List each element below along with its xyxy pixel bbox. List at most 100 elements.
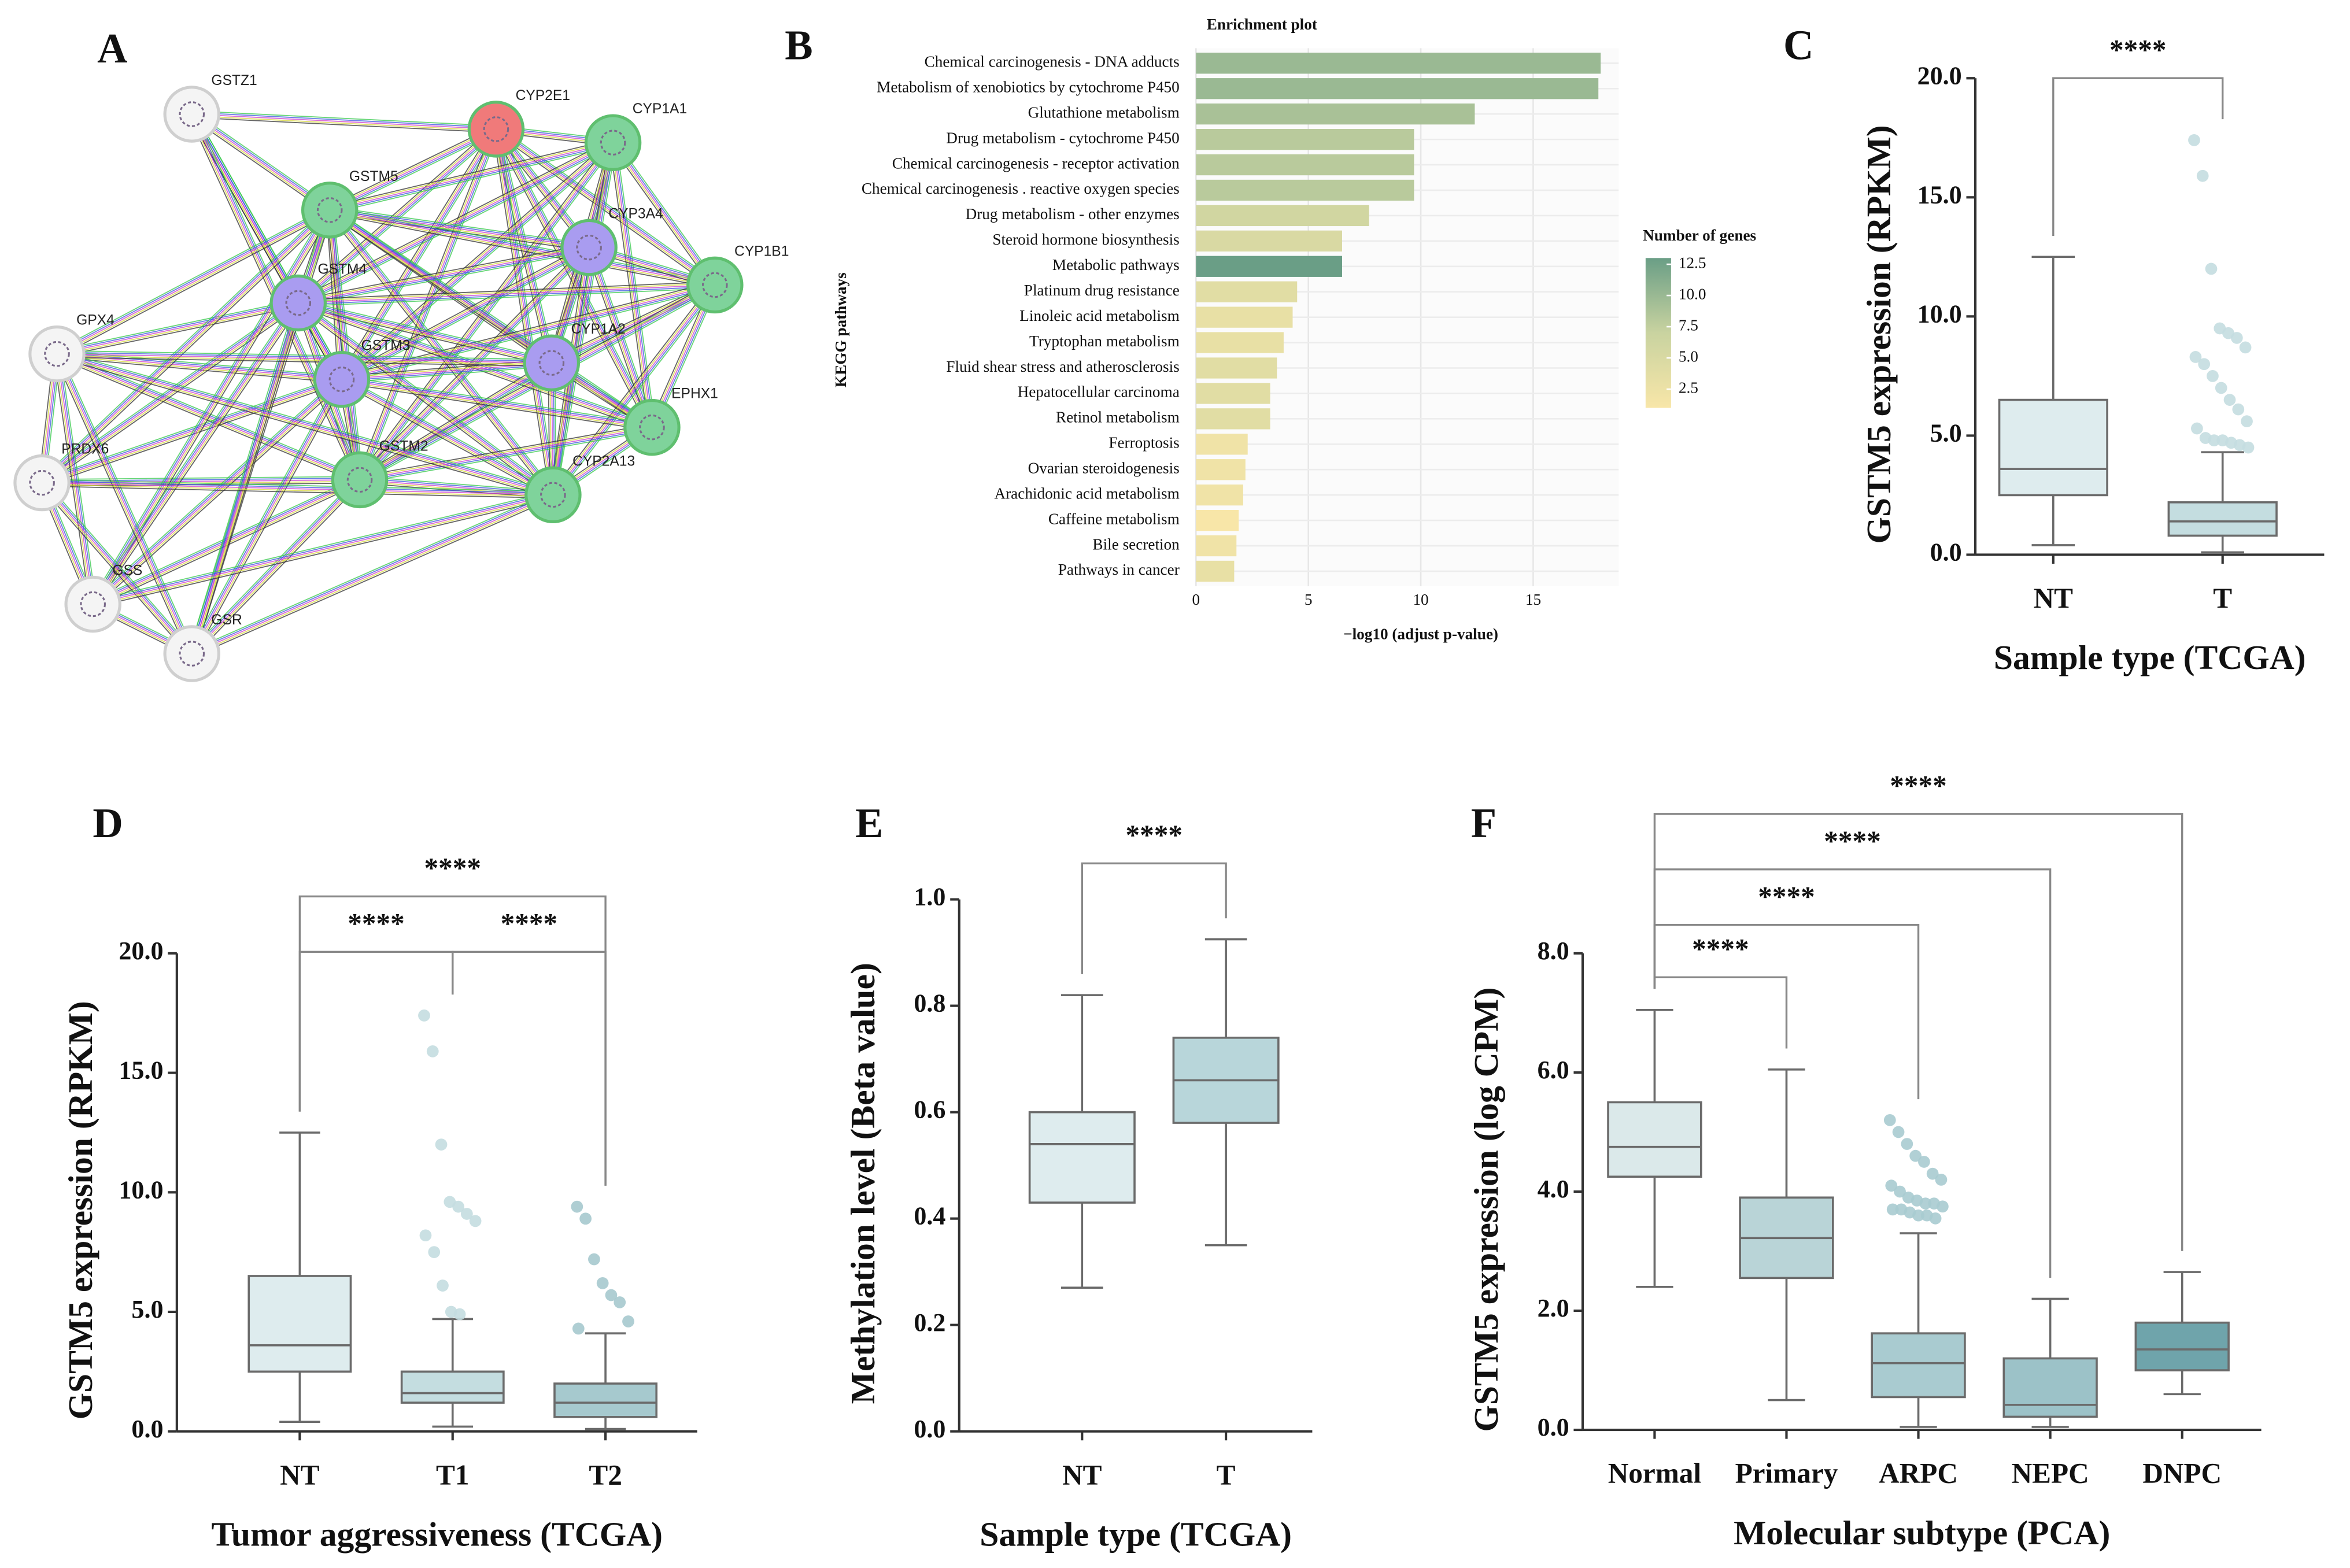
x-tick-label: T2 (589, 1459, 622, 1491)
node-label: CYP2E1 (516, 88, 570, 103)
network-edge (341, 380, 553, 497)
y-tick-label: Linoleic acid metabolism (1019, 307, 1179, 324)
network-edge (496, 129, 554, 495)
network-edge (190, 478, 359, 653)
outlier (1919, 1197, 1932, 1210)
network-edge (298, 286, 715, 305)
network-node (560, 219, 618, 276)
bar (1196, 128, 1414, 150)
chart-title: Enrichment plot (1207, 16, 1317, 33)
significance-label: **** (501, 908, 557, 940)
network-edge (40, 375, 341, 480)
network-node (28, 325, 86, 383)
network-edge (328, 125, 495, 208)
network-edge (298, 283, 715, 302)
outlier (1912, 1209, 1924, 1222)
outlier (571, 1200, 583, 1213)
outlier (1918, 1156, 1930, 1168)
panel-label: B (785, 22, 812, 69)
y-axis-label: GSTM5 expression (RPKM) (61, 1001, 99, 1419)
network-edge (497, 127, 716, 284)
network-edge (341, 382, 652, 431)
protein-structure (639, 414, 665, 441)
network-edge (194, 304, 302, 655)
network-edge (555, 286, 718, 497)
network-edge (42, 482, 553, 495)
network-edge (298, 302, 553, 495)
outlier (2241, 415, 2253, 428)
outlier (1901, 1138, 1913, 1150)
network-edge (193, 497, 555, 657)
y-tick-label: 0.4 (914, 1202, 945, 1230)
network-edge (329, 142, 614, 211)
node-label: GSTM5 (349, 169, 398, 184)
network-edge (92, 491, 553, 602)
protein-structure (80, 591, 106, 617)
bar (1196, 179, 1414, 201)
network-edge (41, 482, 193, 654)
network-edge (341, 247, 590, 380)
network-edge (57, 352, 554, 494)
y-tick-label: 8.0 (1538, 937, 1569, 965)
network-edge (41, 377, 342, 482)
network-edge (56, 208, 330, 353)
network-edge (341, 379, 553, 495)
outlier (469, 1215, 482, 1227)
network-edge (57, 305, 300, 358)
outlier (605, 1289, 618, 1301)
network-edge (193, 303, 301, 654)
network-node (467, 101, 525, 158)
network-edge (330, 209, 555, 494)
network-edge (42, 476, 360, 480)
network-node (584, 114, 642, 171)
y-tick-label: Glutathione metabolism (1028, 103, 1180, 121)
significance-bracket (1653, 813, 2183, 1251)
protein-structure (328, 366, 355, 393)
network-edge (330, 208, 716, 284)
network-edge (341, 380, 652, 430)
network-edge (549, 281, 714, 361)
outlier (1935, 1174, 1948, 1186)
node-label: GSTM4 (317, 261, 367, 277)
colorbar-tick-label: 5.0 (1679, 347, 1698, 365)
x-tick-label: T1 (436, 1459, 469, 1491)
bar (1196, 256, 1342, 277)
box (1871, 1332, 1966, 1399)
bar (1196, 53, 1601, 74)
bar (1196, 357, 1277, 379)
network-edge (492, 130, 550, 495)
outlier (2239, 341, 2252, 354)
network-edge (43, 481, 194, 653)
network-edge (342, 287, 716, 383)
network-edge (359, 361, 551, 479)
network-edge (297, 140, 613, 302)
network-edge (57, 355, 552, 365)
network-edge (329, 128, 497, 211)
significance-label: **** (1890, 770, 1946, 801)
network-edge (298, 247, 589, 304)
network-edge (93, 380, 343, 606)
colorbar-tick-label: 10.0 (1679, 285, 1706, 302)
network-node (524, 466, 582, 524)
network-edge (331, 209, 362, 480)
protein-structure (29, 469, 55, 496)
network-edge (356, 140, 611, 478)
y-tick-label: 4.0 (1538, 1175, 1569, 1203)
network-edge (93, 494, 553, 605)
network-edge (339, 244, 588, 377)
network-edge (297, 304, 553, 497)
network-edge (90, 301, 296, 603)
network-edge (57, 350, 555, 493)
network-edge (57, 353, 360, 480)
network-node (623, 398, 681, 456)
y-tick-label: 15.0 (119, 1056, 163, 1085)
y-tick-label: 0.6 (914, 1096, 945, 1124)
box (1028, 1111, 1136, 1204)
network-edge (298, 284, 715, 304)
network-edge (56, 301, 298, 353)
y-tick-label: 10.0 (119, 1175, 163, 1204)
network-edge (342, 143, 615, 382)
x-tick-label: 10 (1413, 591, 1428, 608)
outlier (1892, 1126, 1905, 1138)
outlier (588, 1253, 600, 1266)
